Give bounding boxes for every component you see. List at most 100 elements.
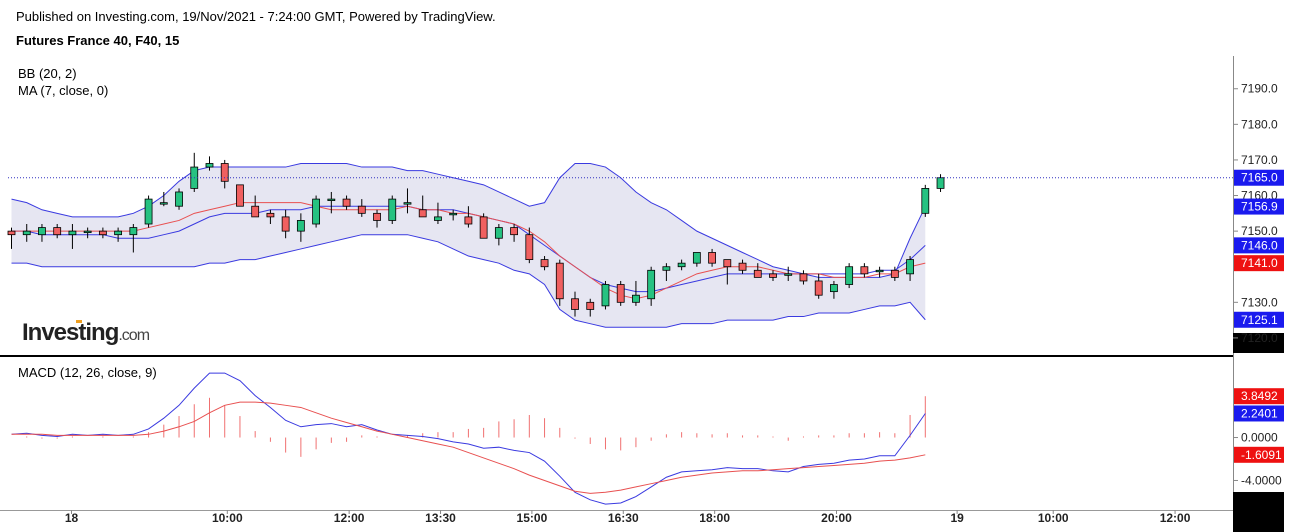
candle-body [647,269,656,300]
time-axis[interactable]: 18 10:00 12:00 13:30 15:00 16:30 18:00 20:00 19 1… [65,510,1191,525]
candle-body [7,230,16,236]
candle [327,191,336,214]
price-tick-label: 7150.0 [1241,224,1278,238]
candle [38,224,46,242]
macd-tag-text: 2.2401 [1241,406,1278,420]
candle-body [875,269,884,273]
candle-body [540,259,549,268]
price-tag-text: 7165.0 [1241,171,1278,185]
candle [769,270,777,281]
candle [845,263,854,289]
price-tag-bg [1234,255,1284,272]
macd-axis[interactable]: 0.0000 -4.0000 3.8492 2.2401 -1.6091 [1233,388,1284,487]
candle-body [662,266,671,271]
price-axis[interactable]: 7190.07180.07170.07160.07150.07140.07130… [1233,82,1284,345]
price-tag-text: 7156.9 [1241,200,1278,214]
candle [571,291,579,317]
candle-body [525,234,534,261]
candle-body [814,280,823,296]
candle-body [159,202,168,205]
chart-symbol-title: Futures France 40, F40, 15 [16,33,180,48]
candle [22,224,31,242]
candle [175,188,183,210]
macd-pane [11,372,926,505]
candle-body [251,205,260,218]
price-tick-label: 7170.0 [1241,153,1278,167]
candle [342,195,351,210]
bb-legend: BB (20, 2) [18,66,77,81]
candle-body [129,227,138,236]
price-last-price-tag: 7165.0 [1234,169,1284,186]
candle [418,195,427,218]
time-tick-label: 19 [950,511,964,525]
price-bb-lower-tag: 7125.1 [1234,311,1284,328]
macd-histogram-tag: 3.8492 [1234,388,1284,405]
candle [860,263,869,278]
candle-body [708,252,716,264]
time-tick-label: 10:00 [1038,511,1069,525]
candle [373,209,381,228]
candle [357,199,366,217]
candle [616,280,625,306]
macd-line [11,372,926,505]
candle-body [494,227,503,239]
candle-body [22,230,31,236]
candle [98,227,107,239]
macd-tag-bg [1234,405,1284,422]
time-tick-label: 10:00 [212,511,243,525]
price-tag-text: 7141.0 [1241,256,1278,270]
candle [890,266,899,281]
candle-body [434,216,442,221]
candle-body [571,298,579,310]
logo-light-text: .com [118,327,149,344]
candle-body [845,266,854,285]
macd-tick-label: -4.0000 [1241,473,1282,487]
candle-body [449,212,458,216]
candle [144,195,153,228]
time-axis-border [0,510,1233,511]
price-tag-bg [1234,169,1284,186]
candle-body [479,216,488,239]
candle-body [936,177,945,189]
price-tag-text: 7146.0 [1241,238,1278,252]
price-axis-border [1233,56,1234,510]
candle [312,195,321,228]
published-caption: Published on Investing.com, 19/Nov/2021 … [16,9,496,24]
candle [236,184,244,207]
candle-body [769,273,777,278]
candle-body [738,262,747,271]
price-bb-upper-tag: 7156.9 [1234,198,1284,215]
macd-macd-tag: 2.2401 [1234,405,1284,422]
candle [632,280,640,306]
candle-body [357,205,366,214]
candle-body [921,188,930,214]
candle [159,191,168,207]
time-tick-label: 16:30 [608,511,639,525]
candle-body [373,212,381,221]
candle [129,224,138,253]
candle [296,213,305,242]
candle [708,248,716,267]
candle [434,202,442,225]
macd-signal-tag: -1.6091 [1234,446,1284,463]
macd-tag-bg [1234,388,1284,405]
candle-body [860,266,869,275]
logo-bold-text: Investing [22,319,119,346]
candle-body [296,220,305,232]
candle [799,270,808,285]
logo-accent-mark [76,320,82,323]
candle-body [632,294,640,303]
candle-body [418,209,427,218]
candle-body [175,191,183,207]
candle-body [83,230,92,234]
macd-legend: MACD (12, 26, close, 9) [18,365,157,380]
candle [205,156,214,171]
ma-legend: MA (7, close, 0) [18,83,108,98]
price-tag-bg [1234,311,1284,328]
candle [190,152,199,192]
candle-body [312,198,321,225]
candle [875,266,884,278]
investing-logo: Investing.com [22,319,151,346]
chart-frame [0,56,1284,532]
